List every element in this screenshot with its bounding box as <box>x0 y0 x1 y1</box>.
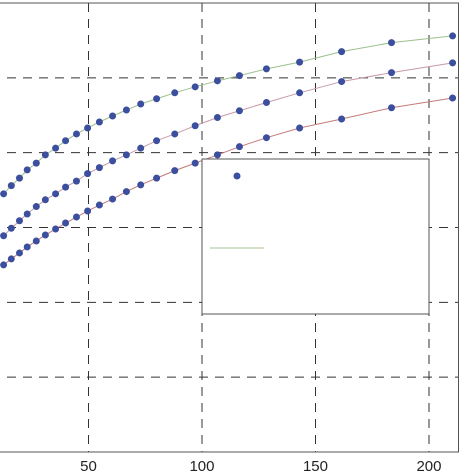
data-point <box>52 144 60 152</box>
data-point <box>235 72 243 80</box>
data-point <box>338 78 346 86</box>
data-point <box>171 89 179 97</box>
data-point <box>0 261 8 269</box>
data-point <box>191 122 199 130</box>
data-point <box>388 39 396 47</box>
data-point <box>72 177 80 185</box>
data-point <box>262 134 270 142</box>
data-point <box>449 59 457 67</box>
data-point <box>449 94 457 102</box>
data-point <box>15 249 23 257</box>
data-point <box>7 224 15 232</box>
data-point <box>41 151 49 159</box>
data-point <box>7 182 15 190</box>
legend <box>201 158 430 315</box>
data-point <box>23 166 31 174</box>
data-point <box>52 225 60 233</box>
data-point <box>72 213 80 221</box>
data-point <box>23 210 31 218</box>
data-point <box>23 243 31 251</box>
data-point <box>213 151 221 159</box>
x-tick-label: 50 <box>80 458 97 474</box>
x-tick-label: 200 <box>416 458 441 474</box>
series-layer <box>0 32 457 269</box>
data-point <box>262 65 270 73</box>
data-point <box>109 157 117 165</box>
data-point <box>95 164 103 172</box>
data-point <box>84 207 92 215</box>
data-point <box>338 115 346 123</box>
data-point <box>153 174 161 182</box>
data-point <box>0 190 8 198</box>
data-point <box>72 130 80 138</box>
data-point <box>84 170 92 178</box>
data-point <box>32 159 40 167</box>
data-point <box>137 100 145 108</box>
x-tick-label: 150 <box>303 458 328 474</box>
data-point <box>95 201 103 209</box>
data-point <box>235 143 243 151</box>
data-point <box>213 113 221 121</box>
x-tick-label: 100 <box>189 458 214 474</box>
data-point <box>338 48 346 56</box>
legend-box <box>201 158 430 315</box>
data-point <box>296 124 304 132</box>
data-point <box>191 83 199 91</box>
data-point <box>62 219 70 227</box>
data-point <box>109 195 117 203</box>
data-point <box>296 58 304 66</box>
data-point <box>0 232 8 240</box>
data-point <box>62 137 70 145</box>
data-point <box>153 137 161 145</box>
data-point <box>213 77 221 85</box>
data-point <box>122 188 130 196</box>
data-point <box>122 106 130 114</box>
plot-frame <box>0 2 459 453</box>
data-point <box>95 118 103 126</box>
data-point <box>122 151 130 159</box>
data-point <box>191 159 199 167</box>
data-point <box>32 203 40 211</box>
data-point <box>109 112 117 120</box>
data-point <box>62 183 70 191</box>
data-point <box>41 231 49 239</box>
data-point <box>153 95 161 103</box>
data-point <box>388 104 396 112</box>
data-point <box>296 89 304 97</box>
data-point <box>171 130 179 138</box>
data-point <box>15 217 23 225</box>
data-point <box>52 190 60 198</box>
data-point <box>449 32 457 40</box>
data-point <box>235 107 243 115</box>
data-point <box>41 196 49 204</box>
data-point <box>388 69 396 77</box>
legend-marker <box>233 172 241 180</box>
data-point <box>262 99 270 107</box>
data-point <box>7 255 15 263</box>
data-point <box>15 174 23 182</box>
data-point <box>32 237 40 245</box>
data-point <box>84 124 92 132</box>
data-point <box>171 167 179 175</box>
data-point <box>137 181 145 189</box>
data-point <box>137 144 145 152</box>
